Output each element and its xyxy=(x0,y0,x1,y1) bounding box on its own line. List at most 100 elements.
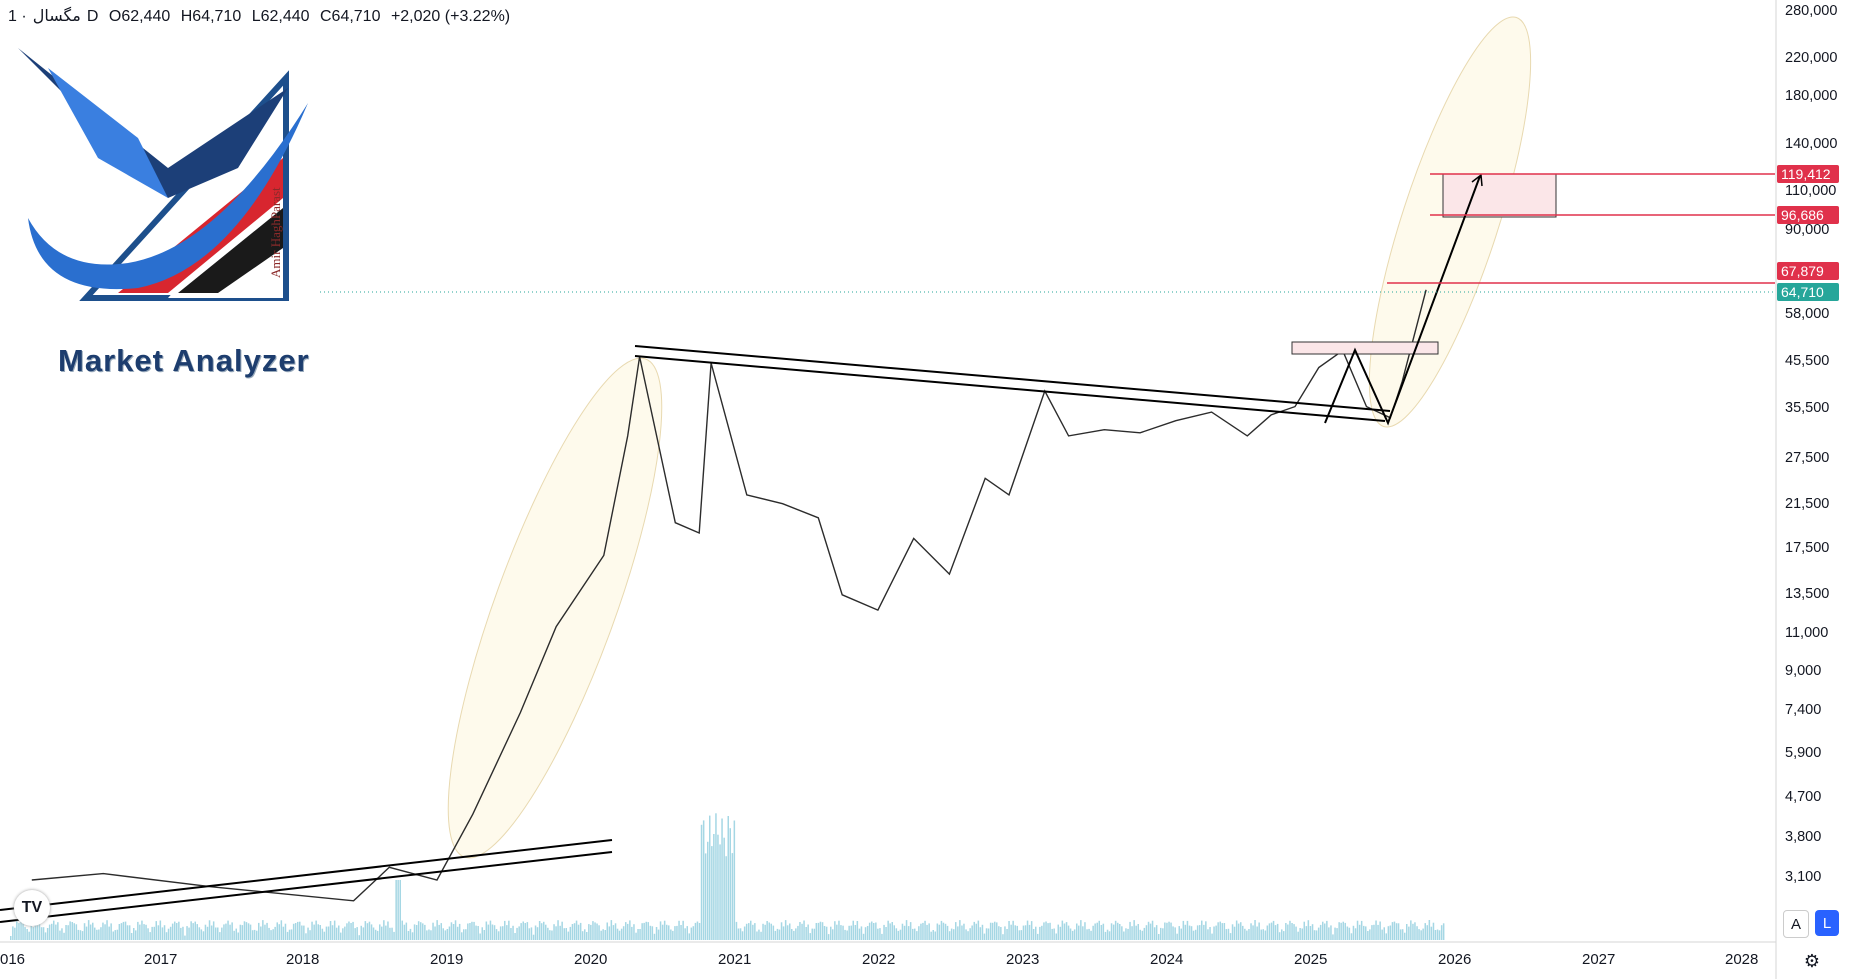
volume-bar xyxy=(354,928,356,940)
tradingview-icon[interactable]: TV xyxy=(14,890,50,926)
volume-bar xyxy=(1180,928,1182,940)
volume-bar xyxy=(227,920,229,940)
volume-bar xyxy=(1158,934,1160,940)
time-tick-label: 2027 xyxy=(1582,951,1615,968)
volume-bar xyxy=(245,922,248,940)
volume-bar xyxy=(950,928,953,940)
volume-bar xyxy=(893,925,895,940)
volume-bar xyxy=(104,924,106,940)
volume-bar xyxy=(12,926,14,940)
volume-bar xyxy=(823,926,826,940)
settings-icon[interactable]: ⚙ xyxy=(1803,951,1821,971)
volume-bar xyxy=(499,926,502,940)
volume-bar xyxy=(1162,928,1164,940)
volume-bar xyxy=(801,923,803,940)
volume-bar xyxy=(1205,921,1207,940)
volume-bar xyxy=(98,929,100,940)
volume-bar xyxy=(358,935,360,940)
volume-bar xyxy=(477,926,479,940)
volume-bar xyxy=(637,929,639,940)
volume-bar xyxy=(666,924,668,940)
volume-bar xyxy=(1174,927,1176,940)
volume-bar xyxy=(725,856,727,940)
volume-bar xyxy=(30,924,32,940)
volume-bar xyxy=(764,924,766,940)
interval[interactable]: 1D xyxy=(8,8,99,25)
price-axis[interactable]: 280,000 220,000 180,000 140,000 110,000 90,00… xyxy=(1785,3,1837,885)
volume-bar xyxy=(100,927,102,940)
volume-bar xyxy=(180,927,182,940)
volume-bar xyxy=(1039,926,1041,940)
volume-bar xyxy=(920,923,922,940)
log-scale-button[interactable]: L xyxy=(1815,910,1839,936)
volume-bar xyxy=(272,929,274,940)
volume-bar xyxy=(65,925,67,940)
volume-bar xyxy=(684,928,686,940)
volume-bar xyxy=(934,931,936,940)
volume-bar xyxy=(983,933,986,940)
volume-bar xyxy=(618,930,621,940)
volume-bar xyxy=(1319,924,1322,940)
volume-bar xyxy=(315,920,317,940)
volume-bar xyxy=(1221,923,1223,940)
volume-bar xyxy=(1043,922,1045,940)
price-tick-label: 180,000 xyxy=(1785,88,1837,104)
volume-bar xyxy=(290,929,293,940)
volume-bar xyxy=(497,931,500,940)
volume-bar xyxy=(891,922,893,940)
volume-bar xyxy=(672,930,674,940)
volume-bar xyxy=(1278,932,1281,940)
volume-bar xyxy=(1151,920,1154,940)
volume-bar xyxy=(1401,929,1404,940)
volume-bar xyxy=(327,926,330,940)
volume-bar xyxy=(930,931,932,940)
volume-bar xyxy=(73,923,75,940)
volume-bar xyxy=(1104,931,1107,940)
trendline-upper-1 xyxy=(634,345,1391,412)
volume-bar xyxy=(333,920,336,940)
volume-bar xyxy=(733,820,736,940)
volume-bar xyxy=(727,816,729,940)
volume-bar xyxy=(1160,927,1162,940)
price-tags: 119,412 96,686 67,879 64,710 xyxy=(1777,165,1839,301)
volume-bar xyxy=(661,924,664,940)
volume-bar xyxy=(344,926,346,940)
volume-bar xyxy=(768,922,770,940)
volume-bar xyxy=(1418,929,1420,940)
time-axis[interactable]: 016 2017 2018 2019 2020 2021 2022 2023 2024 2025 2… xyxy=(0,951,1758,968)
volume-bar xyxy=(1026,920,1029,940)
volume-bar xyxy=(495,929,498,940)
volume-bar xyxy=(450,922,453,940)
volume-bar xyxy=(604,930,606,940)
trendline-lower-2 xyxy=(0,851,613,923)
volume-bar xyxy=(1254,920,1256,940)
volume-bar xyxy=(253,929,256,940)
symbol-name[interactable]: مگسال xyxy=(32,8,81,25)
volume-bar xyxy=(239,924,242,940)
volume-bar xyxy=(1371,925,1373,940)
volume-bar xyxy=(126,925,129,940)
volume-bar xyxy=(1217,922,1219,940)
volume-bar xyxy=(280,920,283,940)
volume-bar xyxy=(335,927,338,940)
volume-bar xyxy=(223,924,225,940)
volume-bar xyxy=(1172,926,1174,940)
volume-bar xyxy=(426,930,428,940)
volume-bar xyxy=(110,923,112,940)
volume-bar xyxy=(750,920,752,940)
volume-bar xyxy=(639,929,641,940)
volume-bar xyxy=(655,927,658,940)
volume-bar xyxy=(348,921,350,940)
volume-bar xyxy=(399,880,401,940)
volume-bar xyxy=(649,925,652,940)
volume-bar xyxy=(387,921,389,940)
volume-bar xyxy=(196,924,198,940)
volume-bar xyxy=(42,927,45,940)
volume-bar xyxy=(965,929,967,940)
volume-bar xyxy=(1133,920,1135,940)
volume-bar xyxy=(1266,925,1269,940)
auto-scale-button[interactable]: A xyxy=(1783,910,1809,938)
volume-bar xyxy=(1416,926,1418,940)
volume-bar xyxy=(1016,925,1018,940)
